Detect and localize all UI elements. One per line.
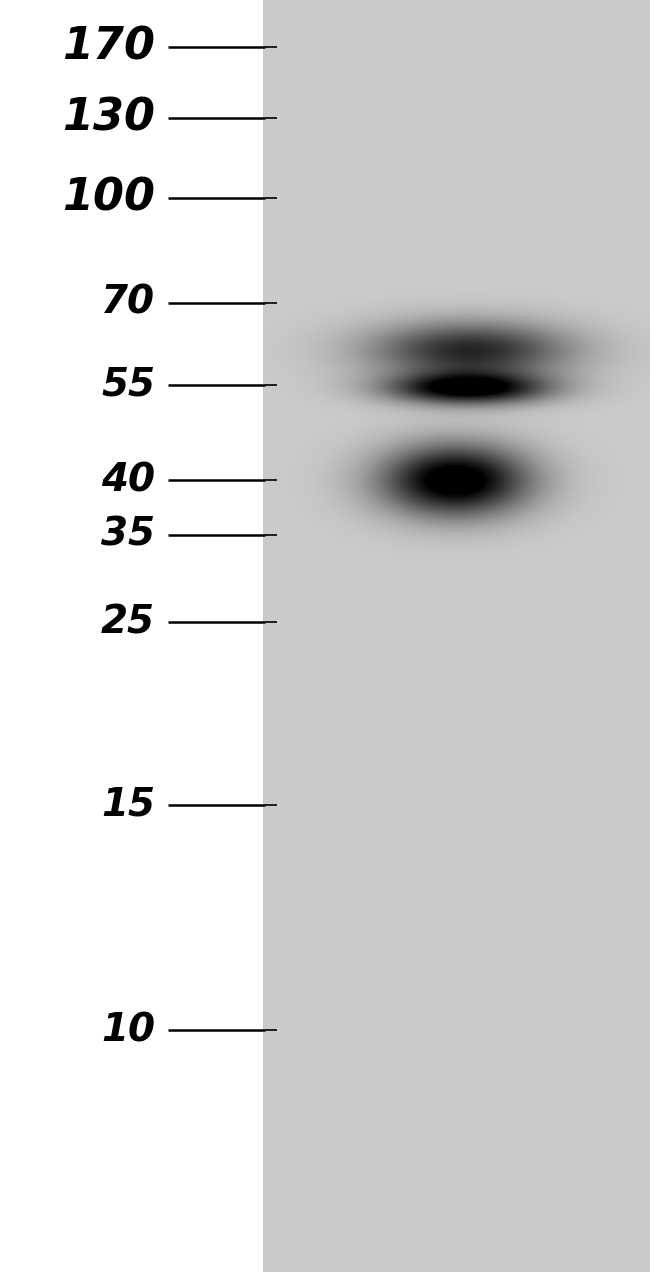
- Text: 10: 10: [101, 1011, 155, 1049]
- Bar: [0, 0, 263, 1272]
- Text: 35: 35: [101, 516, 155, 555]
- Text: 70: 70: [101, 284, 155, 322]
- Text: 100: 100: [62, 177, 155, 220]
- Text: 130: 130: [62, 97, 155, 140]
- Text: 55: 55: [101, 366, 155, 404]
- Text: 25: 25: [101, 603, 155, 641]
- Text: 170: 170: [62, 25, 155, 69]
- Text: 40: 40: [101, 460, 155, 499]
- Text: 15: 15: [101, 786, 155, 824]
